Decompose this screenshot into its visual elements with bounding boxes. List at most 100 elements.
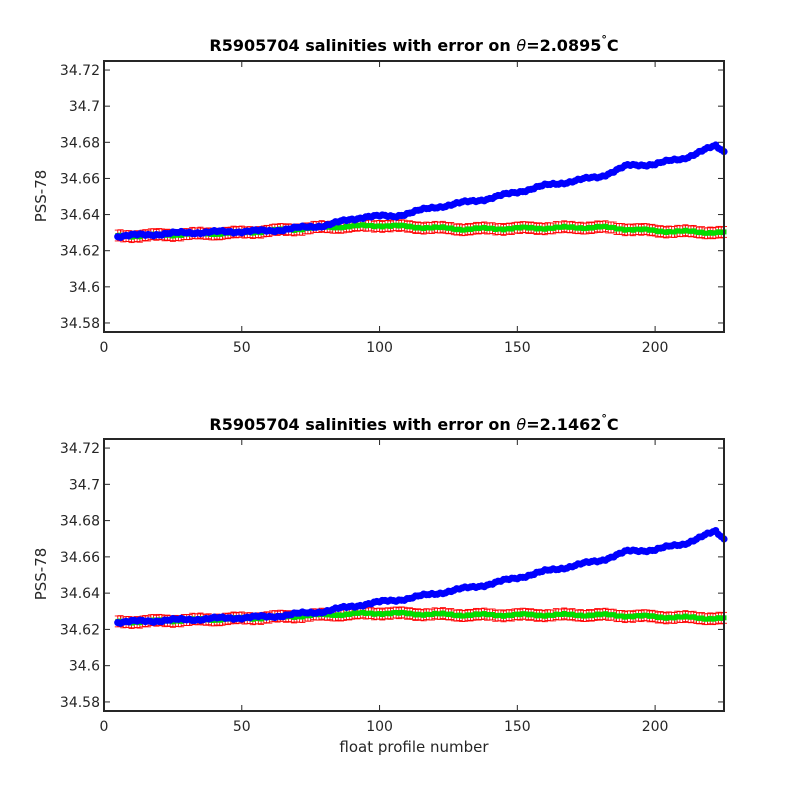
calibrated-point [349,611,355,617]
calibrated-point [545,612,551,618]
calibrated-point [652,228,658,234]
calibrated-point [476,226,482,232]
calibrated-point [685,228,691,234]
x-tick-label: 0 [100,719,109,735]
calibrated-point [603,223,609,229]
y-tick-label: 34.58 [60,695,100,711]
calibrated-point [655,229,661,235]
calibrated-point [572,225,578,231]
calibrated-point [410,611,416,617]
calibrated-point [583,225,589,231]
calibrated-point [454,227,460,233]
calibrated-point [671,615,677,621]
calibrated-point [374,611,380,617]
calibrated-point [495,612,501,618]
calibrated-point [512,611,518,617]
calibrated-point [534,613,540,619]
x-tick-label: 200 [642,340,669,356]
calibrated-point [366,610,372,616]
calibrated-point [379,612,385,618]
x-tick-label: 200 [642,719,669,735]
calibrated-point [553,224,559,230]
calibrated-point [388,611,394,617]
calibrated-point [297,614,303,620]
calibrated-point [542,613,548,619]
calibrated-point [528,611,534,617]
calibrated-point [586,224,592,230]
calibrated-point [520,224,526,230]
calibrated-point [605,612,611,618]
calibrated-point [561,610,567,616]
calibrated-point [429,612,435,618]
calibrated-point [470,226,476,232]
calibrated-point [432,224,438,230]
calibrated-point [619,613,625,619]
calibrated-point [467,227,473,233]
calibrated-point [641,612,647,618]
calibrated-point [451,612,457,618]
calibrated-point [696,615,702,621]
calibrated-point [410,224,416,230]
calibrated-point [352,222,358,228]
calibrated-point [715,615,721,621]
calibrated-point [456,612,462,618]
calibrated-point [578,225,584,231]
calibrated-point [685,614,691,620]
calibrated-point [556,224,562,230]
calibrated-point [691,228,697,234]
calibrated-point [390,610,396,616]
calibrated-point [625,227,631,233]
calibrated-point [393,609,399,615]
calibrated-point [385,223,391,229]
axes-box [103,438,725,712]
calibrated-point [514,611,520,617]
calibrated-point [374,223,380,229]
x-tick-label: 50 [233,340,251,356]
calibrated-point [479,611,485,617]
calibrated-point [363,223,369,229]
calibrated-point [467,613,473,619]
calibrated-point [366,223,372,229]
calibrated-point [680,614,686,620]
calibrated-point [658,228,664,234]
calibrated-point [418,612,424,618]
calibrated-point [663,615,669,621]
calibrated-point [702,616,708,622]
y-tick-label: 34.68 [60,514,100,530]
calibrated-point [490,225,496,231]
calibrated-point [415,224,421,230]
calibrated-point [498,226,504,232]
calibrated-point [647,613,653,619]
calibrated-point [423,225,429,231]
calibrated-point [324,612,330,618]
calibrated-point [718,615,724,621]
calibrated-point [429,225,435,231]
calibrated-point [669,615,675,621]
calibrated-point [550,225,556,231]
calibrated-point [622,614,628,620]
calibrated-point [484,226,490,232]
calibrated-point [531,225,537,231]
calibrated-point [211,232,217,238]
calibrated-point [688,228,694,234]
calibrated-point [580,226,586,232]
top-chart: R5905704 salinities with error on θ=2.08… [32,33,728,356]
calibrated-point [360,222,366,228]
y-tick-label: 34.72 [60,63,100,79]
calibrated-point [399,222,405,228]
y-tick-label: 34.66 [60,550,100,566]
calibrated-point [473,611,479,617]
calibrated-point [605,225,611,231]
calibrated-point [575,225,581,231]
calibrated-point [591,224,597,230]
calibrated-point [638,227,644,233]
calibrated-point [479,225,485,231]
calibrated-point [459,227,465,233]
calibrated-point [556,611,562,617]
calibrated-point [462,613,468,619]
calibrated-point [677,228,683,234]
calibrated-point [454,613,460,619]
x-tick-label: 0 [100,340,109,356]
calibrated-point [710,616,716,622]
